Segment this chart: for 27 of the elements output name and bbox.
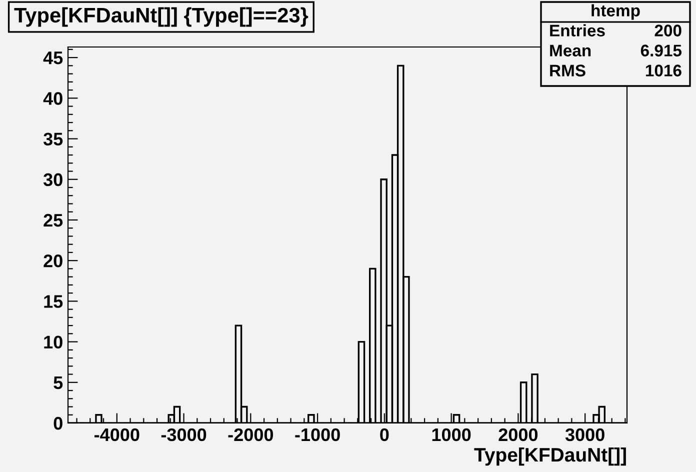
x-tick-label: 0: [380, 428, 389, 442]
y-tick-label: 20: [44, 254, 62, 268]
y-tick-label: 40: [43, 92, 62, 105]
chart-title: Type[KFDauNt[]] {Type[]==23}: [14, 7, 308, 27]
text: 200: [654, 24, 682, 36]
x-tick-label: 1000: [432, 428, 471, 442]
x-tick-label: 2000: [498, 428, 538, 442]
annotation: Mean: [550, 44, 591, 56]
text: 6.915: [640, 44, 682, 56]
x-tick-label: 3000: [565, 428, 604, 442]
text: Entries: [550, 24, 605, 36]
x-tick-label: -2000: [228, 428, 274, 442]
annotation: RMS: [550, 64, 586, 76]
text: htemp: [592, 4, 640, 20]
y-tick-label: 10: [44, 336, 62, 349]
text: 1016: [646, 64, 682, 76]
x-tick-label: -3000: [161, 428, 206, 442]
x-tick-label: -1000: [295, 428, 340, 442]
y-tick-label: 25: [44, 214, 63, 227]
x-tick-label: -4000: [94, 428, 140, 442]
y-tick-label: 0: [54, 416, 62, 430]
y-tick-label: 30: [43, 173, 62, 186]
y-tick-label: 35: [43, 132, 63, 146]
x-axis-title: Type[KFDauNt[]]: [474, 447, 626, 466]
y-tick-label: 15: [44, 295, 63, 308]
y-tick-label: 45: [43, 52, 63, 64]
y-tick-label: 5: [54, 376, 63, 390]
